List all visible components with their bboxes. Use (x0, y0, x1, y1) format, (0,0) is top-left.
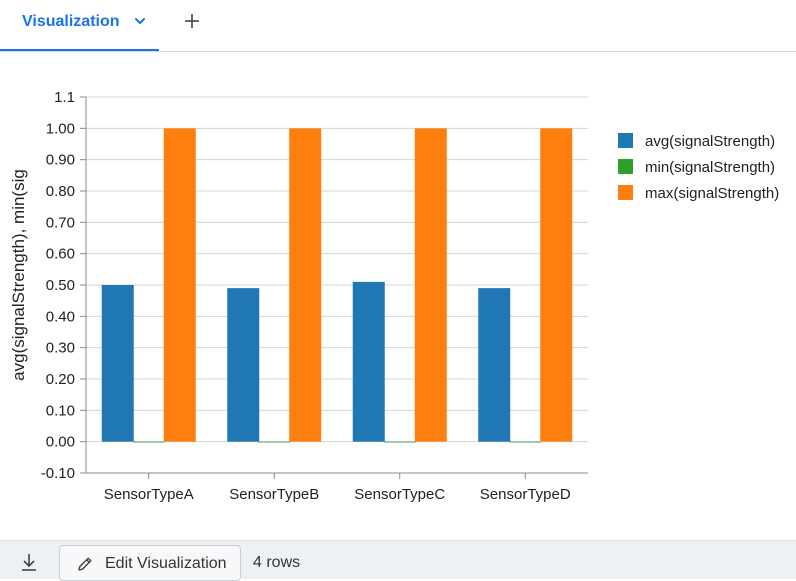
bar-maxsignalstrength-sensortypeb (289, 128, 322, 442)
bar-maxsignalstrength-sensortypea (163, 128, 196, 442)
bar-avgsignalstrength-sensortypea (101, 285, 134, 442)
x-tick-label: SensorTypeB (229, 486, 319, 503)
legend-swatch (618, 185, 633, 200)
row-count: 4 rows (253, 554, 301, 571)
y-tick-label: 0.20 (46, 371, 75, 388)
legend-swatch (618, 159, 633, 174)
bar-minsignalstrength-sensortypea (132, 441, 165, 443)
y-tick-label: 0.50 (46, 277, 75, 294)
y-tick-label: 0.90 (46, 152, 75, 169)
pencil-icon (78, 557, 92, 571)
y-tick-label: 0.70 (46, 214, 75, 231)
y-tick-label: 0.30 (46, 340, 75, 357)
bar-chart: -0.10 0.00 0.10 0.20 0.30 0.40 0.50 0.60 0.70 0.8… (9, 89, 779, 503)
legend-label: min(signalStrength) (645, 159, 775, 176)
y-axis-title: avg(signalStrength), min(sig (9, 169, 28, 381)
download-icon[interactable] (18, 551, 40, 573)
bar-maxsignalstrength-sensortyped (540, 128, 573, 442)
bar-avgsignalstrength-sensortypeb (227, 288, 260, 442)
y-tick-label: 0.40 (46, 308, 75, 325)
tab-visualization-label: Visualization (22, 13, 120, 30)
bar-minsignalstrength-sensortypec (383, 441, 416, 443)
edit-visualization-label: Edit Visualization (105, 555, 227, 572)
chevron-down-icon[interactable] (133, 14, 147, 28)
y-tick-label: 0.60 (46, 246, 75, 263)
add-tab-icon[interactable] (182, 11, 202, 31)
y-tick-label: -0.10 (41, 465, 75, 482)
y-tick-label: 1.00 (46, 120, 75, 137)
x-tick-label: SensorTypeA (104, 486, 194, 503)
x-tick-label: SensorTypeC (354, 486, 445, 503)
tab-visualization[interactable]: Visualization (0, 0, 159, 51)
bar-avgsignalstrength-sensortypec (352, 281, 385, 442)
y-tick-label: 0.00 (46, 434, 75, 451)
y-tick-label: 1.1 (54, 89, 75, 106)
y-tick-label: 0.10 (46, 402, 75, 419)
legend-swatch (618, 133, 633, 148)
x-tick-label: SensorTypeD (480, 486, 571, 503)
bar-minsignalstrength-sensortypeb (258, 441, 291, 443)
bar-maxsignalstrength-sensortypec (414, 128, 447, 442)
footer-bar: Edit Visualization 4 rows (0, 540, 796, 581)
edit-visualization-button[interactable]: Edit Visualization (59, 545, 241, 581)
bar-minsignalstrength-sensortyped (509, 441, 542, 443)
legend-label: max(signalStrength) (645, 185, 779, 202)
tab-bar: Visualization (0, 0, 796, 52)
legend-label: avg(signalStrength) (645, 133, 775, 150)
y-tick-label: 0.80 (46, 183, 75, 200)
bar-avgsignalstrength-sensortyped (478, 288, 511, 442)
